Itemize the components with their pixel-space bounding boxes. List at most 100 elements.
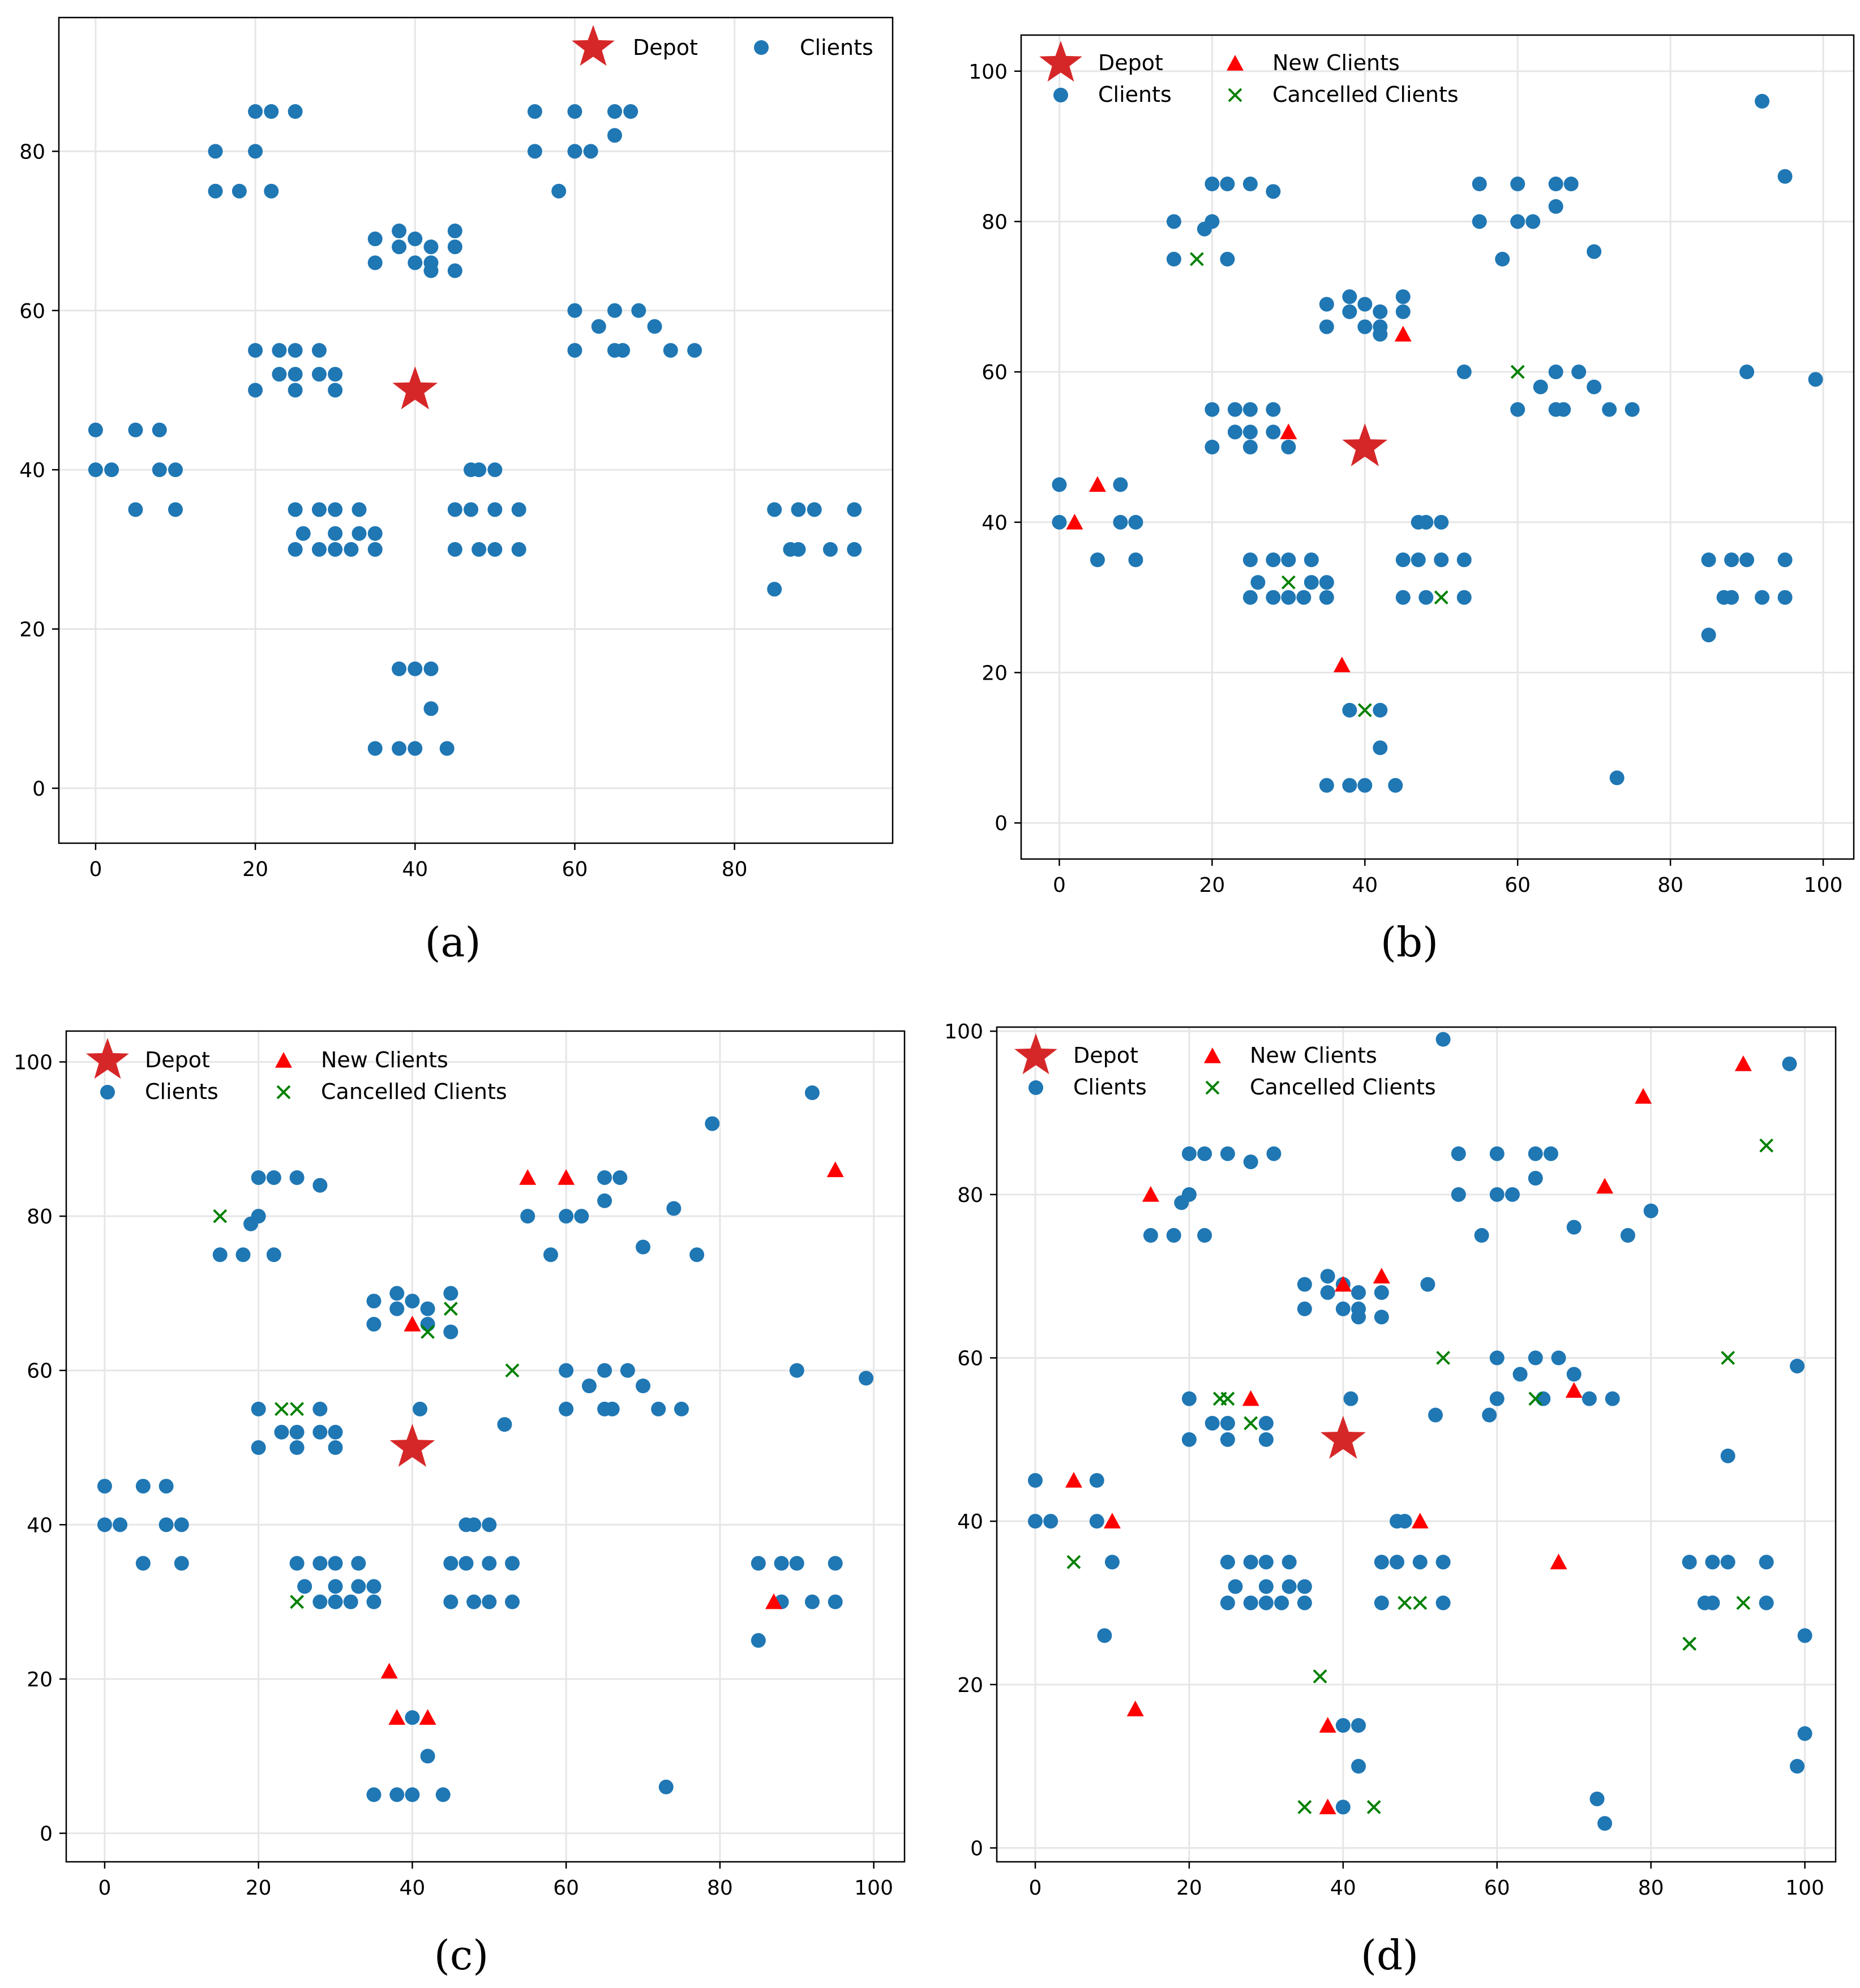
- client-point: [443, 1324, 458, 1339]
- cancelled-client-point: [1244, 1416, 1258, 1431]
- client-point: [128, 502, 143, 517]
- client-point: [97, 1479, 112, 1494]
- client-point: [104, 462, 119, 478]
- client-point: [251, 1401, 266, 1416]
- client-point: [859, 1371, 874, 1386]
- panel-caption: (d): [1361, 1931, 1418, 1979]
- client-point: [97, 1517, 112, 1532]
- client-point: [1250, 575, 1266, 590]
- client-point: [567, 343, 582, 358]
- client-point: [235, 1247, 251, 1263]
- client-point: [1220, 1415, 1235, 1431]
- client-point: [1435, 1595, 1451, 1611]
- client-point: [751, 1633, 766, 1648]
- cancelled-client-point: [290, 1595, 305, 1609]
- client-point: [1351, 1759, 1366, 1774]
- client-point: [1625, 402, 1640, 417]
- client-point: [328, 367, 343, 382]
- cancelled-client-point: [213, 1209, 228, 1223]
- legend-label-depot: Depot: [145, 1047, 210, 1072]
- new-client-point: [1596, 1178, 1614, 1194]
- new-client-point: [388, 1709, 406, 1725]
- client-point: [1790, 1759, 1805, 1774]
- client-point: [1282, 1555, 1297, 1570]
- x-tick-label: 0: [1029, 1877, 1042, 1900]
- client-point: [1609, 770, 1625, 785]
- client-point: [366, 1787, 382, 1802]
- client-point: [1373, 304, 1388, 319]
- legend-label-new: New Clients: [321, 1047, 448, 1072]
- client-point: [804, 1594, 820, 1609]
- client-point: [1351, 1718, 1366, 1733]
- x-tick-label: 0: [89, 858, 102, 881]
- client-point: [423, 661, 439, 676]
- client-point: [1297, 1579, 1312, 1594]
- client-point: [1242, 424, 1258, 440]
- x-tick-label: 20: [1176, 1877, 1202, 1900]
- client-point: [567, 144, 582, 159]
- y-tick-label: 100: [944, 1020, 983, 1044]
- client-point: [289, 1170, 305, 1185]
- client-point: [439, 741, 455, 756]
- client-point: [1777, 552, 1793, 568]
- client-point: [366, 1579, 382, 1594]
- client-point: [822, 542, 838, 557]
- legend-marker-clients: [1028, 1080, 1043, 1095]
- client-point: [527, 104, 542, 119]
- client-point: [847, 542, 862, 557]
- client-point: [1220, 1555, 1235, 1570]
- client-point: [1397, 1514, 1412, 1529]
- client-point: [264, 104, 279, 119]
- legend-marker-new: [1204, 1047, 1221, 1063]
- client-point: [1456, 364, 1472, 380]
- new-client-point: [826, 1161, 844, 1178]
- client-point: [1602, 402, 1617, 417]
- client-point: [1319, 319, 1334, 334]
- x-tick-label: 20: [242, 858, 268, 881]
- client-point: [1242, 590, 1258, 605]
- client-point: [1790, 1358, 1805, 1373]
- client-point: [288, 542, 303, 557]
- client-point: [1566, 1220, 1582, 1235]
- y-tick-label: 20: [27, 1668, 53, 1691]
- legend-marker-depot: [572, 25, 615, 66]
- client-point: [1342, 778, 1357, 793]
- x-tick-label: 100: [1804, 874, 1843, 897]
- client-point: [620, 1363, 635, 1378]
- client-point: [1228, 1579, 1243, 1594]
- client-point: [1543, 1146, 1558, 1161]
- y-tick-label: 0: [32, 778, 45, 801]
- client-point: [1755, 590, 1770, 605]
- client-point: [1319, 575, 1334, 590]
- client-point: [458, 1556, 474, 1571]
- client-point: [352, 502, 367, 517]
- client-point: [1395, 304, 1411, 319]
- x-tick-label: 100: [854, 1877, 893, 1900]
- client-point: [505, 1594, 520, 1609]
- client-point: [1320, 1285, 1335, 1300]
- client-point: [615, 343, 631, 358]
- client-point: [367, 741, 383, 756]
- client-point: [1705, 1555, 1720, 1570]
- client-point: [1582, 1391, 1597, 1406]
- client-point: [1759, 1595, 1774, 1611]
- client-point: [1282, 1579, 1297, 1594]
- client-point: [559, 1363, 574, 1378]
- client-point: [328, 1594, 343, 1609]
- x-tick-label: 20: [1199, 874, 1225, 897]
- panel-d: 0 20 40 60 80 100 0 20 40 60 80 100 Depot Clients New …: [944, 1020, 1837, 1979]
- client-point: [1739, 364, 1755, 380]
- y-tick-label: 80: [27, 1205, 53, 1229]
- client-point: [1528, 1146, 1543, 1161]
- client-point: [1297, 1595, 1312, 1611]
- client-point: [1587, 244, 1602, 259]
- cancelled-client-point: [1220, 1392, 1235, 1406]
- client-point: [1266, 184, 1281, 199]
- client-point: [1620, 1228, 1635, 1243]
- client-point: [511, 502, 526, 517]
- client-point: [344, 542, 359, 557]
- cancelled-client-point: [1434, 590, 1448, 605]
- client-point: [367, 231, 383, 247]
- client-point: [1390, 1555, 1405, 1570]
- client-point: [1701, 628, 1716, 643]
